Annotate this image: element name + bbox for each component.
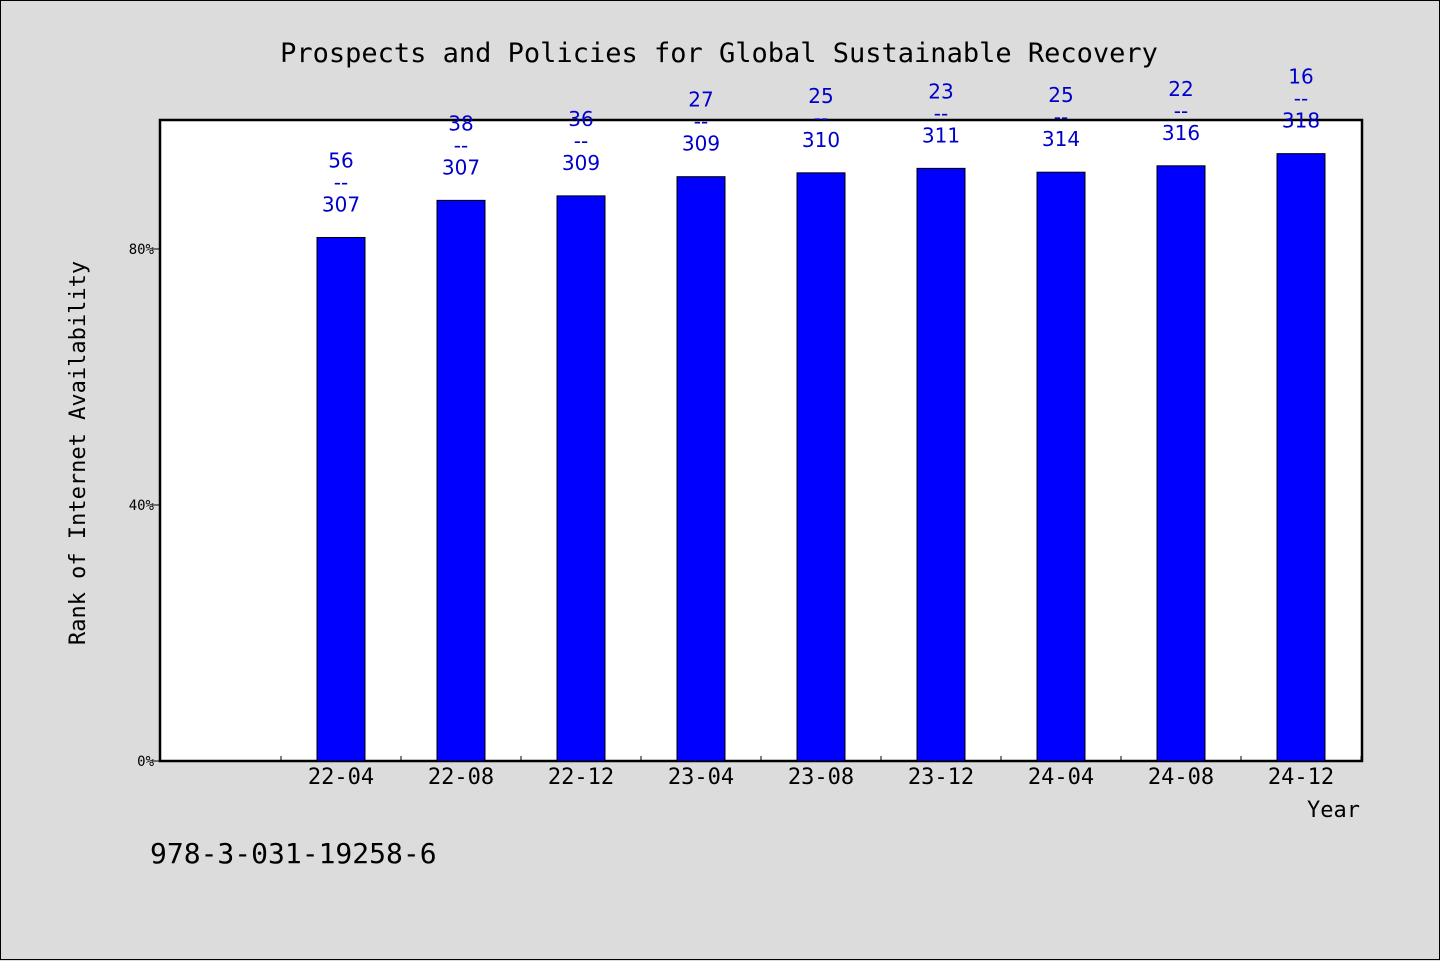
data-label-rank: 27 (688, 88, 713, 112)
bars (316, 153, 1326, 762)
x-tick-label: 22-08 (428, 765, 494, 790)
bar (916, 167, 966, 762)
data-label-rank: 23 (928, 79, 953, 103)
bar (556, 195, 606, 762)
data-label-rank: 38 (448, 111, 473, 135)
bar (1156, 165, 1206, 762)
x-tick-label: 22-12 (548, 765, 614, 790)
y-tick-label: 0% (137, 754, 154, 770)
y-axis-title: Rank of Internet Availability (66, 261, 91, 645)
bar (316, 236, 366, 762)
data-label-separator: -- (814, 106, 828, 130)
data-label-total: 307 (322, 192, 360, 216)
x-tick-label: 24-12 (1268, 765, 1334, 790)
data-label-separator: -- (334, 170, 348, 194)
data-label-separator: -- (454, 133, 468, 157)
bar (796, 172, 846, 762)
data-label-separator: -- (1294, 87, 1308, 111)
x-tick-label: 24-04 (1028, 765, 1094, 790)
x-axis-ticks: 22-04 22-08 22-12 23-04 23-08 23-12 24-04 24-08… (280, 756, 1362, 790)
chart-title: Prospects and Policies for Global Sustai… (280, 38, 1158, 69)
bar (1036, 171, 1086, 762)
data-label-separator: -- (574, 129, 588, 153)
bar (1276, 153, 1326, 762)
x-tick-label: 24-08 (1148, 765, 1214, 790)
x-tick-label: 23-08 (788, 765, 854, 790)
data-label-total: 309 (562, 151, 600, 175)
y-tick-label: 80% (129, 242, 155, 258)
bar (676, 176, 726, 762)
data-label-rank: 22 (1168, 77, 1193, 101)
data-label-total: 309 (682, 132, 720, 156)
data-label-total: 307 (442, 155, 480, 179)
data-label-rank: 25 (808, 84, 833, 108)
y-axis-ticks: 0% 40% 80% (129, 242, 160, 770)
bar (436, 199, 486, 762)
x-tick-label: 22-04 (308, 765, 374, 790)
data-label-separator: -- (934, 101, 948, 125)
data-label-rank: 16 (1288, 65, 1313, 89)
data-label-separator: -- (1174, 99, 1188, 123)
data-label-total: 314 (1042, 127, 1080, 151)
data-label-rank: 56 (328, 148, 353, 172)
data-label-total: 310 (802, 128, 840, 152)
data-label-total: 316 (1162, 121, 1200, 145)
data-labels: 56--30738--30736--30927--30925--31023--3… (322, 65, 1320, 217)
data-label-rank: 25 (1048, 83, 1073, 107)
data-label-separator: -- (694, 110, 708, 134)
y-tick-label: 40% (129, 498, 155, 514)
isbn-footnote: 978-3-031-19258-6 (150, 837, 437, 870)
x-tick-label: 23-12 (908, 765, 974, 790)
x-axis-title: Year (1307, 798, 1360, 823)
data-label-total: 318 (1282, 109, 1320, 133)
data-label-separator: -- (1054, 105, 1068, 129)
data-label-rank: 36 (568, 107, 593, 131)
data-label-total: 311 (922, 123, 960, 147)
x-tick-label: 23-04 (668, 765, 734, 790)
